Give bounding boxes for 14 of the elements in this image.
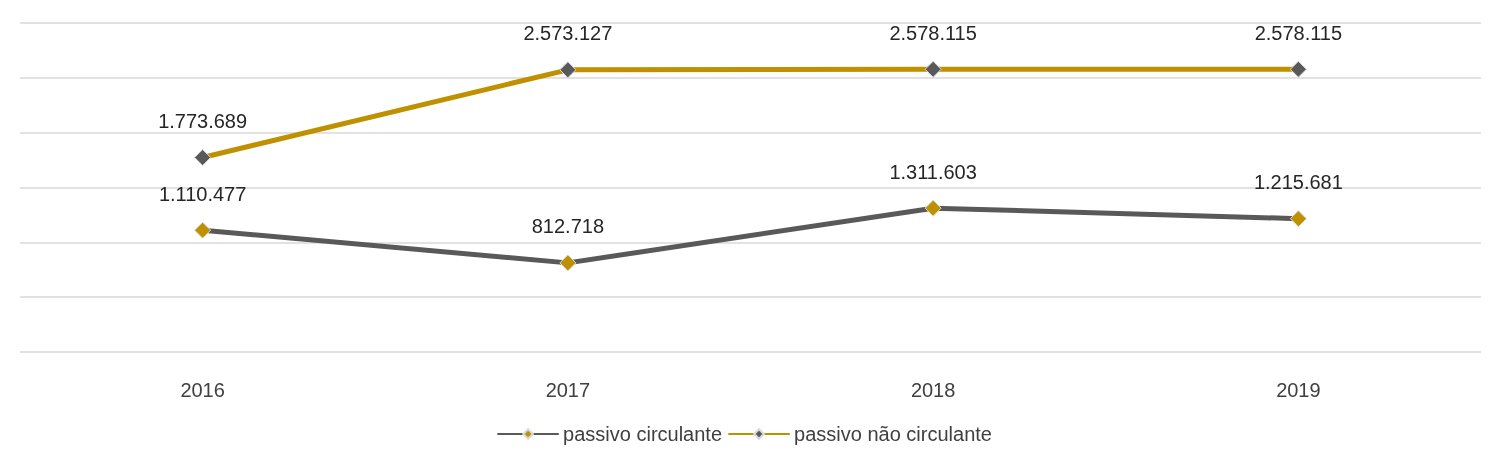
data-label: 2.578.115 [1254, 21, 1343, 44]
x-tick-label: 2016 [180, 379, 225, 401]
data-label: 2.578.115 [889, 21, 977, 44]
legend-label: passivo não circulante [794, 423, 992, 445]
data-label: 1.773.689 [158, 109, 248, 132]
data-label: 2.573.127 [523, 22, 613, 45]
x-tick-label: 2019 [1276, 379, 1321, 401]
data-label: 1.110.477 [158, 182, 247, 205]
x-tick-label: 2018 [910, 379, 956, 401]
data-label: 812.718 [531, 215, 605, 238]
legend-label: passivo circulante [563, 423, 723, 445]
data-label: 1.311.603 [889, 160, 977, 183]
x-tick-label: 2017 [545, 379, 591, 401]
data-label: 1.215.681 [1253, 171, 1343, 194]
